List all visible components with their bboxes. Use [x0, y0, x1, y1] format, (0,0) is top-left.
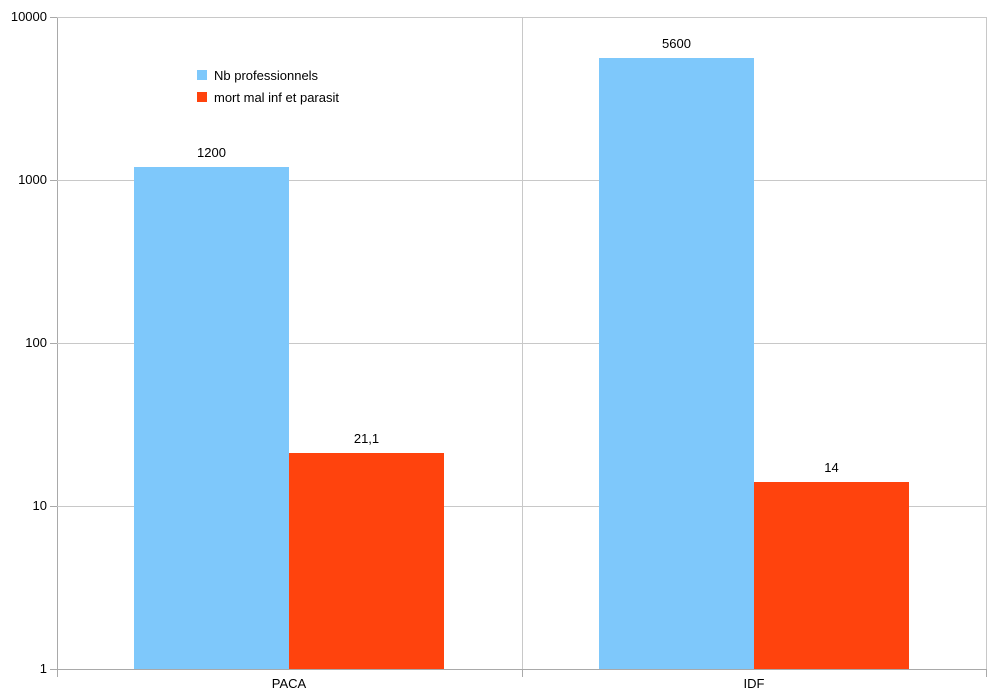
category-label: PACA — [271, 676, 307, 691]
legend-item-mortalite: mort mal inf et parasit — [197, 86, 339, 108]
bar-value-label: 1200 — [197, 145, 226, 160]
x-axis-tick — [522, 670, 523, 677]
y-gridline — [57, 343, 986, 344]
y-axis-tick — [50, 343, 57, 344]
y-axis-tick-label: 1000 — [18, 172, 47, 187]
y-gridline — [57, 506, 986, 507]
legend-label-mortalite: mort mal inf et parasit — [214, 89, 339, 105]
legend-swatch-professionnels — [197, 70, 207, 80]
y-axis-tick-label: 1 — [39, 661, 47, 676]
category-label: IDF — [743, 676, 765, 691]
y-axis-tick — [50, 506, 57, 507]
y-axis-tick-label: 10000 — [10, 9, 47, 24]
y-axis-tick-label: 10 — [32, 498, 47, 513]
x-axis-tick — [986, 670, 987, 677]
category-divider-gridline — [522, 17, 523, 669]
bar-value-label: 21,1 — [353, 431, 380, 446]
legend: Nb professionnels mort mal inf et parasi… — [197, 64, 339, 108]
y-axis-tick-label: 100 — [25, 335, 47, 350]
legend-item-professionnels: Nb professionnels — [197, 64, 339, 86]
bar-series0-idf — [599, 58, 754, 669]
y-axis-tick — [50, 17, 57, 18]
bar-value-label: 5600 — [662, 36, 691, 51]
bar-series0-paca — [134, 167, 289, 669]
y-axis-tick — [50, 180, 57, 181]
x-axis-tick — [57, 670, 58, 677]
bar-series1-paca — [289, 453, 444, 669]
legend-swatch-mortalite — [197, 92, 207, 102]
bar-value-label: 14 — [824, 460, 839, 475]
y-gridline — [57, 17, 986, 18]
legend-label-professionnels: Nb professionnels — [214, 67, 319, 83]
plot-right-border — [986, 17, 987, 669]
y-gridline — [57, 180, 986, 181]
bar-series1-idf — [754, 482, 909, 669]
y-axis-tick — [50, 669, 57, 670]
